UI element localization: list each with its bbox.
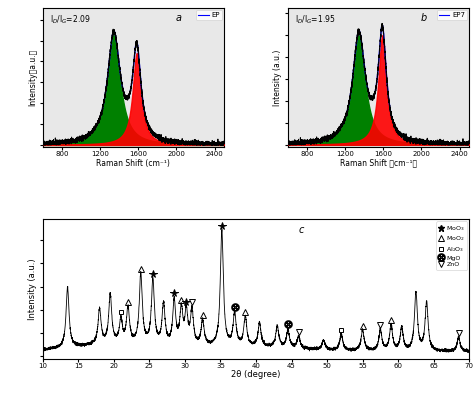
Y-axis label: Intensity (a.u.): Intensity (a.u.)	[28, 258, 37, 320]
Legend: MoO$_3$, MoO$_2$, Al$_2$O$_3$, MgO, ZnO: MoO$_3$, MoO$_2$, Al$_2$O$_3$, MgO, ZnO	[437, 221, 467, 270]
X-axis label: Raman Shift （cm⁻¹）: Raman Shift （cm⁻¹）	[340, 159, 417, 167]
X-axis label: 2θ (degree): 2θ (degree)	[231, 370, 281, 379]
Text: b: b	[420, 13, 427, 24]
X-axis label: Raman Shift (cm⁻¹): Raman Shift (cm⁻¹)	[97, 159, 170, 167]
Y-axis label: Intensity（a.u.）: Intensity（a.u.）	[28, 49, 37, 106]
Y-axis label: Intensity (a.u.): Intensity (a.u.)	[273, 49, 282, 106]
Text: I$_D$/I$_G$=2.09: I$_D$/I$_G$=2.09	[50, 13, 91, 26]
Text: c: c	[299, 225, 304, 235]
Text: a: a	[175, 13, 181, 24]
Text: I$_D$/I$_G$=1.95: I$_D$/I$_G$=1.95	[295, 13, 336, 26]
Legend: EP7: EP7	[437, 10, 467, 20]
Legend: EP: EP	[196, 10, 222, 20]
